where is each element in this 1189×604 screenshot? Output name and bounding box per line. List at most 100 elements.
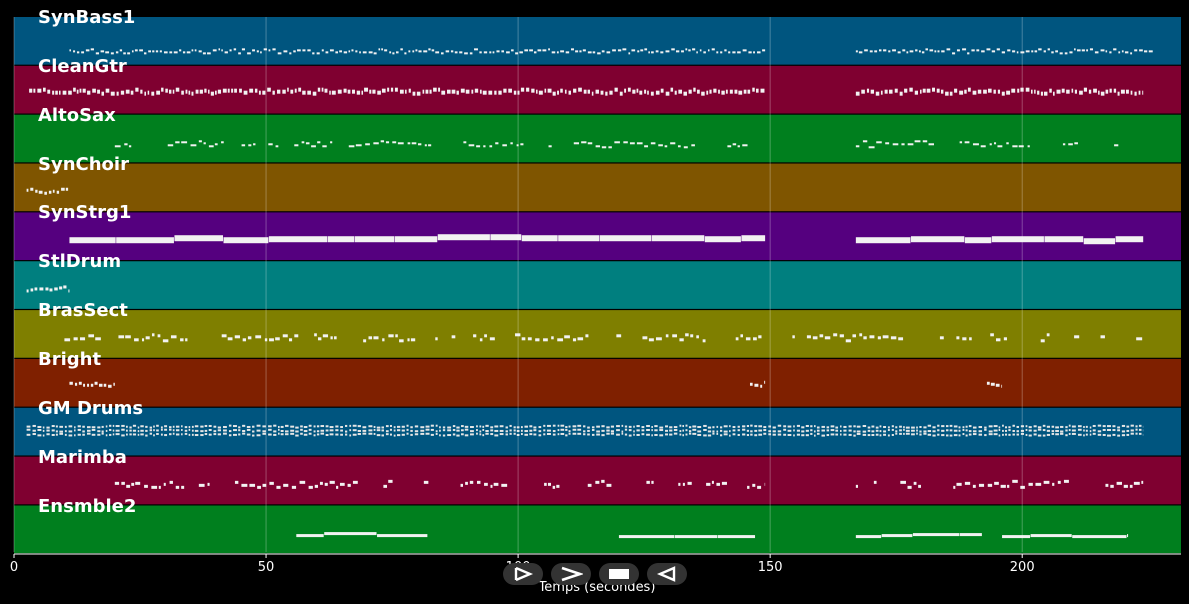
- note: [720, 426, 723, 429]
- note: [538, 430, 542, 433]
- note: [390, 87, 394, 92]
- note: [768, 433, 772, 436]
- note: [1088, 89, 1092, 94]
- note: [305, 142, 310, 145]
- note: [461, 433, 464, 436]
- play-button[interactable]: [551, 563, 591, 585]
- note: [1068, 143, 1073, 146]
- note: [1121, 50, 1124, 53]
- note: [334, 336, 337, 340]
- note: [565, 434, 568, 437]
- note: [953, 425, 958, 428]
- note: [732, 51, 736, 54]
- note: [223, 237, 269, 244]
- note: [324, 482, 328, 486]
- note: [895, 426, 898, 429]
- note: [461, 425, 464, 428]
- note: [91, 426, 96, 429]
- note: [435, 432, 438, 435]
- note: [129, 426, 132, 429]
- note: [516, 144, 519, 147]
- note: [175, 141, 180, 144]
- note: [658, 144, 663, 147]
- note: [972, 430, 977, 433]
- note: [157, 334, 161, 338]
- note: [853, 434, 856, 437]
- note: [783, 425, 787, 428]
- note: [601, 434, 605, 437]
- note: [685, 429, 688, 432]
- note: [369, 89, 372, 94]
- note: [520, 87, 525, 92]
- note: [996, 48, 1000, 51]
- note: [228, 430, 232, 433]
- note: [389, 51, 392, 54]
- note: [308, 424, 312, 427]
- note: [445, 50, 450, 53]
- note: [840, 429, 842, 432]
- note: [1030, 534, 1072, 538]
- note: [381, 88, 386, 93]
- note: [887, 426, 890, 429]
- note: [937, 50, 940, 53]
- note: [39, 287, 44, 291]
- note: [64, 430, 67, 433]
- note: [316, 425, 320, 428]
- note: [76, 51, 80, 54]
- stop-button[interactable]: [599, 563, 639, 585]
- note: [114, 145, 121, 148]
- note: [659, 434, 664, 437]
- note: [665, 429, 668, 432]
- note: [399, 339, 404, 343]
- note: [388, 334, 394, 338]
- note: [1138, 432, 1142, 435]
- note: [824, 336, 831, 340]
- play-marker-button[interactable]: [503, 563, 543, 585]
- note: [869, 335, 875, 339]
- note: [1037, 426, 1042, 429]
- note: [123, 52, 126, 55]
- note: [919, 433, 922, 436]
- note: [1071, 429, 1076, 432]
- rewind-button[interactable]: [647, 563, 687, 585]
- note: [929, 49, 934, 52]
- x-tick-label: 200: [1009, 560, 1035, 575]
- note: [295, 434, 299, 437]
- note: [218, 48, 221, 51]
- note: [513, 426, 516, 429]
- note: [575, 50, 579, 53]
- note: [949, 91, 953, 96]
- note: [967, 87, 971, 92]
- note: [1007, 484, 1010, 488]
- note: [732, 429, 736, 432]
- note: [1002, 429, 1004, 432]
- note: [1034, 50, 1038, 53]
- note: [173, 51, 178, 54]
- note: [430, 428, 434, 431]
- note: [65, 187, 69, 191]
- note: [221, 49, 223, 52]
- note: [1028, 429, 1032, 432]
- note: [1001, 384, 1003, 388]
- note: [521, 235, 558, 242]
- note: [46, 426, 50, 429]
- note: [1121, 424, 1126, 427]
- note: [32, 429, 36, 432]
- note: [691, 144, 695, 147]
- note: [793, 425, 795, 428]
- note: [495, 142, 499, 145]
- note: [414, 433, 419, 436]
- note: [640, 49, 644, 52]
- note: [59, 90, 61, 95]
- note: [372, 89, 376, 94]
- note: [1074, 142, 1078, 145]
- note: [213, 430, 217, 433]
- note: [538, 90, 543, 95]
- note: [568, 425, 571, 428]
- note: [294, 88, 297, 93]
- note: [899, 429, 902, 432]
- note: [299, 480, 306, 484]
- note: [557, 429, 560, 432]
- note: [758, 429, 763, 432]
- note: [741, 235, 766, 242]
